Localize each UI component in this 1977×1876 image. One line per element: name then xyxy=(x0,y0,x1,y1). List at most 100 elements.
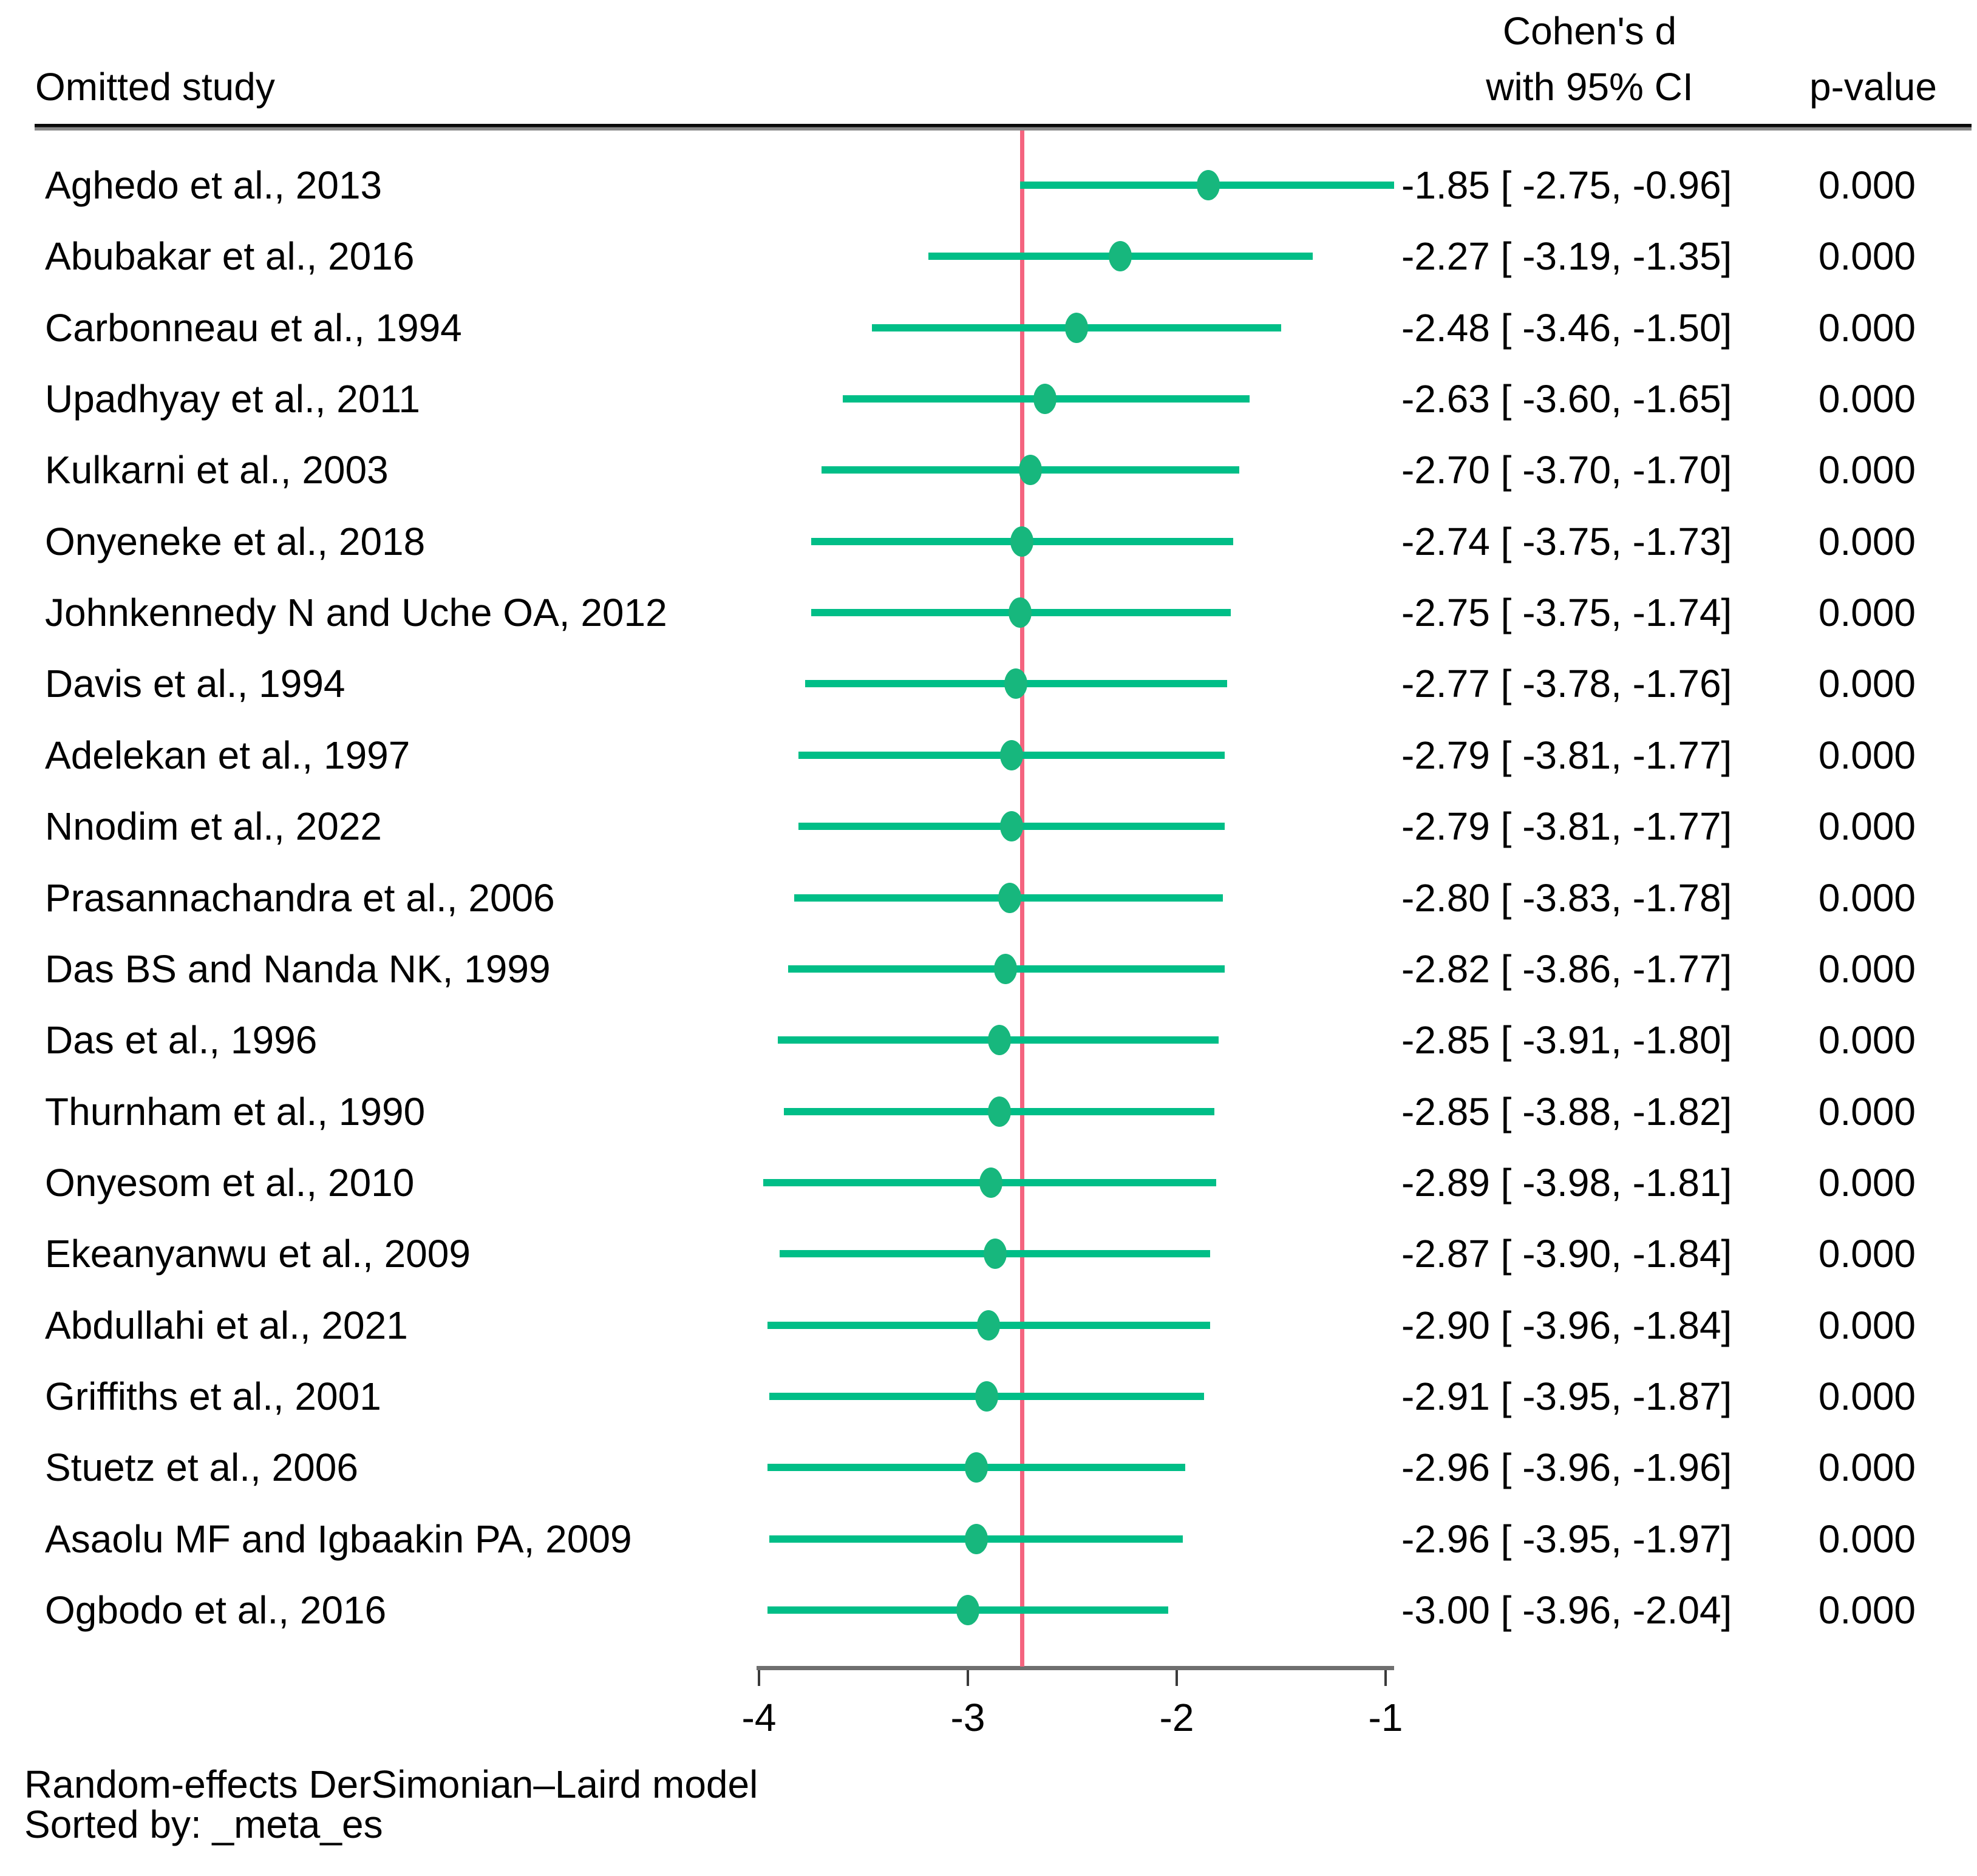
p-value-text: 0.000 xyxy=(1818,163,1916,207)
study-label: Kulkarni et al., 2003 xyxy=(45,448,389,492)
effect-ci-text: -1.85 [ -2.75, -0.96] xyxy=(1401,163,1732,207)
column-header-effect-subtitle: with 95% CI xyxy=(1486,65,1693,109)
p-value-text: 0.000 xyxy=(1818,662,1916,706)
column-header-omitted-study: Omitted study xyxy=(35,65,275,109)
x-axis-tick-mark xyxy=(758,1670,760,1686)
effect-ci-text: -2.89 [ -3.98, -1.81] xyxy=(1401,1160,1732,1205)
p-value-text: 0.000 xyxy=(1818,1089,1916,1133)
p-value-text: 0.000 xyxy=(1818,1374,1916,1418)
x-axis-line xyxy=(757,1666,1394,1670)
effect-ci-text: -2.75 [ -3.75, -1.74] xyxy=(1401,590,1732,634)
x-axis-tick-label: -1 xyxy=(1368,1696,1403,1739)
effect-marker xyxy=(1033,384,1057,415)
effect-marker xyxy=(1019,455,1043,486)
study-label: Adelekan et al., 1997 xyxy=(45,733,410,777)
effect-marker xyxy=(1109,241,1132,272)
x-axis-tick-label: -3 xyxy=(950,1696,985,1739)
effect-marker xyxy=(1000,811,1024,842)
effect-marker xyxy=(1009,597,1032,628)
effect-ci-text: -2.85 [ -3.88, -1.82] xyxy=(1401,1089,1732,1133)
effect-marker xyxy=(975,1381,998,1412)
effect-marker xyxy=(1010,526,1034,557)
p-value-text: 0.000 xyxy=(1818,946,1916,991)
effect-ci-text: -2.80 [ -3.83, -1.78] xyxy=(1401,875,1732,920)
sort-note: Sorted by: _meta_es xyxy=(24,1803,383,1846)
p-value-text: 0.000 xyxy=(1818,1446,1916,1490)
effect-ci-text: -2.63 [ -3.60, -1.65] xyxy=(1401,376,1732,421)
study-label: Onyeneke et al., 2018 xyxy=(45,519,426,563)
p-value-text: 0.000 xyxy=(1818,1232,1916,1276)
study-label: Ekeanyanwu et al., 2009 xyxy=(45,1232,471,1276)
p-value-text: 0.000 xyxy=(1818,1018,1916,1062)
x-axis-tick-mark xyxy=(1176,1670,1178,1686)
effect-ci-text: -2.77 [ -3.78, -1.76] xyxy=(1401,662,1732,706)
x-axis-tick-label: -2 xyxy=(1159,1696,1194,1739)
x-axis-tick-mark xyxy=(1384,1670,1387,1686)
study-label: Ogbodo et al., 2016 xyxy=(45,1588,387,1632)
effect-ci-text: -2.74 [ -3.75, -1.73] xyxy=(1401,519,1732,563)
study-label: Aghedo et al., 2013 xyxy=(45,163,383,207)
study-label: Onyesom et al., 2010 xyxy=(45,1160,415,1205)
p-value-text: 0.000 xyxy=(1818,875,1916,920)
study-label: Das et al., 1996 xyxy=(45,1018,318,1062)
p-value-text: 0.000 xyxy=(1818,305,1916,350)
p-value-text: 0.000 xyxy=(1818,376,1916,421)
p-value-text: 0.000 xyxy=(1818,1303,1916,1347)
header-rule xyxy=(35,124,1972,131)
study-label: Das BS and Nanda NK, 1999 xyxy=(45,946,551,991)
effect-marker xyxy=(993,953,1017,984)
effect-marker xyxy=(998,882,1021,913)
effect-ci-text: -2.48 [ -3.46, -1.50] xyxy=(1401,305,1732,350)
effect-ci-text: -2.96 [ -3.96, -1.96] xyxy=(1401,1446,1732,1490)
effect-ci-text: -2.79 [ -3.81, -1.77] xyxy=(1401,804,1732,848)
study-label: Abubakar et al., 2016 xyxy=(45,234,415,279)
p-value-text: 0.000 xyxy=(1818,448,1916,492)
study-label: Nnodim et al., 2022 xyxy=(45,804,382,848)
effect-marker xyxy=(979,1167,1002,1198)
study-label: Johnkennedy N and Uche OA, 2012 xyxy=(45,590,667,634)
effect-marker xyxy=(956,1595,979,1625)
p-value-text: 0.000 xyxy=(1818,1588,1916,1632)
effect-ci-text: -2.27 [ -3.19, -1.35] xyxy=(1401,234,1732,279)
study-label: Stuetz et al., 2006 xyxy=(45,1446,358,1490)
effect-ci-text: -2.91 [ -3.95, -1.87] xyxy=(1401,1374,1732,1418)
effect-ci-text: -2.90 [ -3.96, -1.84] xyxy=(1401,1303,1732,1347)
effect-marker xyxy=(983,1239,1007,1269)
study-label: Prasannachandra et al., 2006 xyxy=(45,875,555,920)
effect-ci-text: -2.82 [ -3.86, -1.77] xyxy=(1401,946,1732,991)
p-value-text: 0.000 xyxy=(1818,1160,1916,1205)
effect-marker xyxy=(1064,312,1088,343)
column-header-pvalue: p-value xyxy=(1809,65,1937,109)
p-value-text: 0.000 xyxy=(1818,519,1916,563)
effect-ci-text: -3.00 [ -3.96, -2.04] xyxy=(1401,1588,1732,1632)
effect-marker xyxy=(1004,668,1028,699)
effect-marker xyxy=(964,1523,988,1554)
study-label: Abdullahi et al., 2021 xyxy=(45,1303,408,1347)
effect-marker xyxy=(964,1452,988,1483)
effect-marker xyxy=(987,1096,1011,1127)
effect-ci-text: -2.70 [ -3.70, -1.70] xyxy=(1401,448,1732,492)
effect-marker xyxy=(1000,739,1024,770)
study-label: Asaolu MF and Igbaakin PA, 2009 xyxy=(45,1517,632,1561)
study-label: Davis et al., 1994 xyxy=(45,662,345,706)
p-value-text: 0.000 xyxy=(1818,804,1916,848)
effect-ci-text: -2.87 [ -3.90, -1.84] xyxy=(1401,1232,1732,1276)
effect-marker xyxy=(1196,170,1220,200)
effect-ci-text: -2.85 [ -3.91, -1.80] xyxy=(1401,1018,1732,1062)
effect-marker xyxy=(977,1310,1001,1341)
model-note: Random-effects DerSimonian–Laird model xyxy=(24,1762,758,1806)
x-axis-tick-mark xyxy=(967,1670,969,1686)
p-value-text: 0.000 xyxy=(1818,234,1916,279)
study-label: Upadhyay et al., 2011 xyxy=(45,376,420,421)
study-label: Griffiths et al., 2001 xyxy=(45,1374,381,1418)
p-value-text: 0.000 xyxy=(1818,733,1916,777)
p-value-text: 0.000 xyxy=(1818,590,1916,634)
effect-ci-text: -2.79 [ -3.81, -1.77] xyxy=(1401,733,1732,777)
effect-ci-text: -2.96 [ -3.95, -1.97] xyxy=(1401,1517,1732,1561)
x-axis-tick-label: -4 xyxy=(741,1696,777,1739)
study-label: Thurnham et al., 1990 xyxy=(45,1089,426,1133)
effect-marker xyxy=(987,1025,1011,1056)
p-value-text: 0.000 xyxy=(1818,1517,1916,1561)
column-header-effect-title: Cohen's d xyxy=(1502,9,1677,53)
study-label: Carbonneau et al., 1994 xyxy=(45,305,462,350)
